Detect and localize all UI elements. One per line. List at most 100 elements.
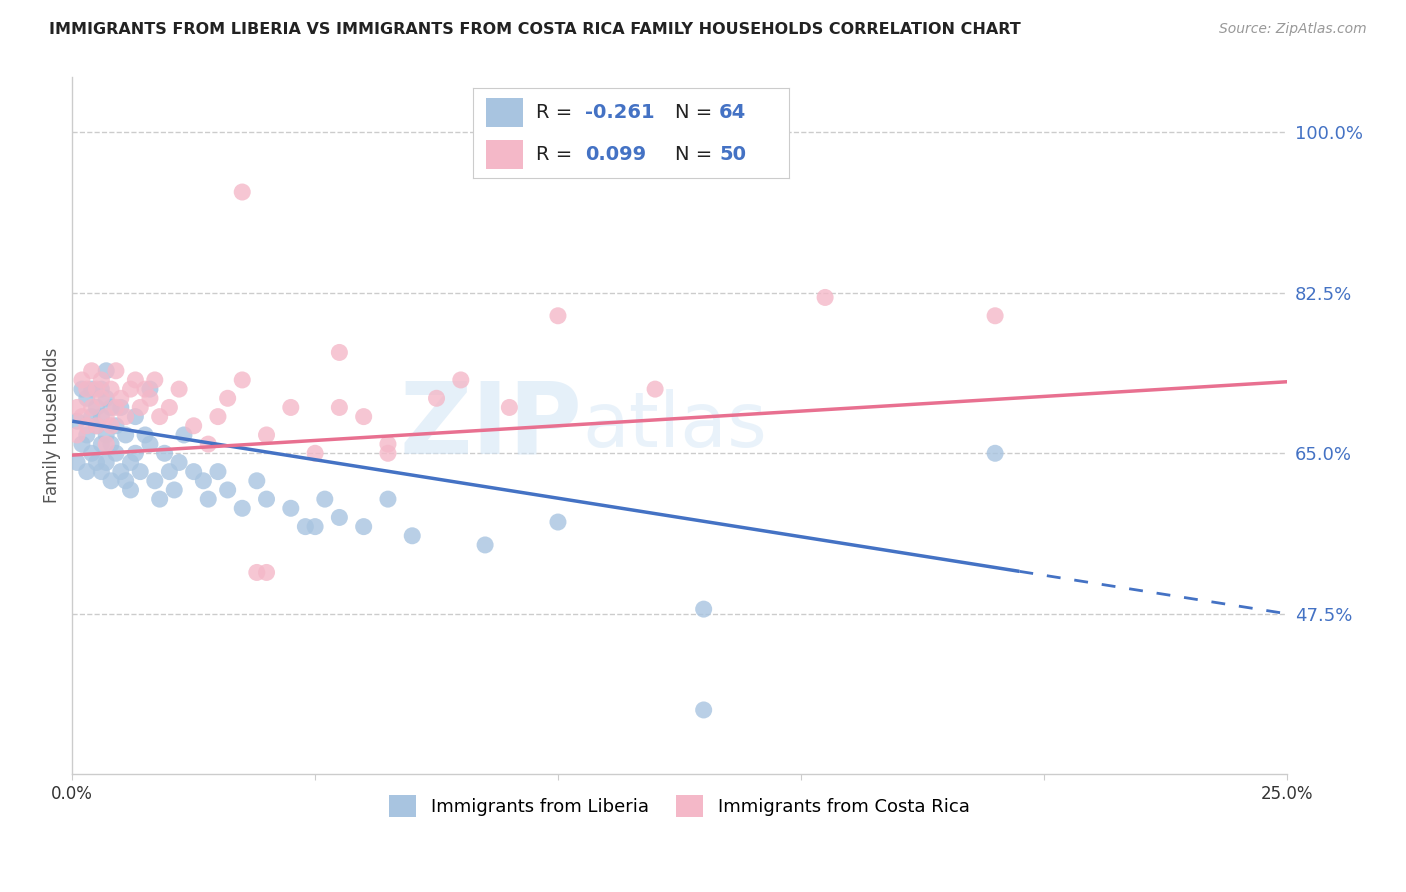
Point: [207, 465, 229, 479]
Point: [80, 382, 103, 396]
Point: [124, 446, 146, 460]
Point: [984, 446, 1007, 460]
Point: [149, 492, 172, 507]
Point: [474, 538, 496, 552]
Point: [984, 309, 1007, 323]
Point: [80, 364, 103, 378]
Point: [377, 492, 399, 507]
Point: [66, 455, 89, 469]
Point: [353, 409, 375, 424]
Point: [328, 510, 350, 524]
Point: [86, 382, 108, 396]
Point: [231, 185, 253, 199]
Text: atlas: atlas: [582, 389, 768, 463]
Point: [231, 373, 253, 387]
Text: IMMIGRANTS FROM LIBERIA VS IMMIGRANTS FROM COSTA RICA FAMILY HOUSEHOLDS CORRELAT: IMMIGRANTS FROM LIBERIA VS IMMIGRANTS FR…: [49, 22, 1021, 37]
Point: [377, 437, 399, 451]
Point: [104, 446, 127, 460]
Point: [86, 455, 108, 469]
Point: [66, 414, 89, 428]
Point: [256, 492, 278, 507]
Point: [183, 465, 205, 479]
Point: [231, 501, 253, 516]
Point: [246, 474, 269, 488]
Point: [197, 437, 219, 451]
Point: [167, 455, 190, 469]
Point: [96, 409, 118, 424]
Point: [90, 437, 112, 451]
Point: [100, 418, 122, 433]
Text: ZIP: ZIP: [399, 377, 582, 475]
Point: [814, 290, 837, 304]
Legend: Immigrants from Liberia, Immigrants from Costa Rica: Immigrants from Liberia, Immigrants from…: [382, 788, 977, 824]
Point: [90, 465, 112, 479]
Point: [280, 401, 302, 415]
Point: [114, 428, 136, 442]
Point: [193, 474, 215, 488]
Point: [110, 401, 132, 415]
Point: [425, 392, 447, 406]
Point: [143, 474, 166, 488]
Point: [183, 418, 205, 433]
Point: [96, 437, 118, 451]
Text: Source: ZipAtlas.com: Source: ZipAtlas.com: [1219, 22, 1367, 37]
Point: [96, 455, 118, 469]
Point: [76, 382, 98, 396]
Point: [294, 519, 316, 533]
Point: [153, 446, 176, 460]
Point: [217, 483, 239, 497]
Point: [104, 418, 127, 433]
Point: [120, 382, 142, 396]
Point: [124, 409, 146, 424]
Point: [114, 474, 136, 488]
Point: [134, 428, 156, 442]
Point: [353, 519, 375, 533]
Point: [104, 401, 127, 415]
Point: [100, 474, 122, 488]
Point: [139, 382, 162, 396]
Point: [100, 382, 122, 396]
Point: [96, 364, 118, 378]
Point: [70, 373, 93, 387]
Point: [110, 392, 132, 406]
Point: [90, 409, 112, 424]
Point: [163, 483, 186, 497]
Point: [86, 418, 108, 433]
Point: [304, 446, 326, 460]
Point: [304, 519, 326, 533]
Point: [450, 373, 472, 387]
Point: [246, 566, 269, 580]
Point: [66, 401, 89, 415]
Point: [280, 501, 302, 516]
Point: [167, 382, 190, 396]
Point: [547, 515, 569, 529]
Point: [256, 428, 278, 442]
Point: [104, 364, 127, 378]
Point: [129, 465, 152, 479]
Point: [70, 409, 93, 424]
Point: [124, 373, 146, 387]
Point: [143, 373, 166, 387]
Point: [96, 428, 118, 442]
Point: [76, 392, 98, 406]
Point: [328, 345, 350, 359]
Point: [139, 392, 162, 406]
Point: [401, 529, 423, 543]
Point: [70, 437, 93, 451]
Point: [86, 401, 108, 415]
Point: [692, 703, 714, 717]
Point: [157, 465, 180, 479]
Point: [149, 409, 172, 424]
Point: [110, 465, 132, 479]
Point: [547, 309, 569, 323]
Point: [96, 392, 118, 406]
Point: [76, 428, 98, 442]
Y-axis label: Family Households: Family Households: [44, 348, 60, 503]
Point: [80, 401, 103, 415]
Point: [692, 602, 714, 616]
Point: [328, 401, 350, 415]
Point: [498, 401, 520, 415]
Point: [644, 382, 666, 396]
Point: [90, 392, 112, 406]
Point: [157, 401, 180, 415]
